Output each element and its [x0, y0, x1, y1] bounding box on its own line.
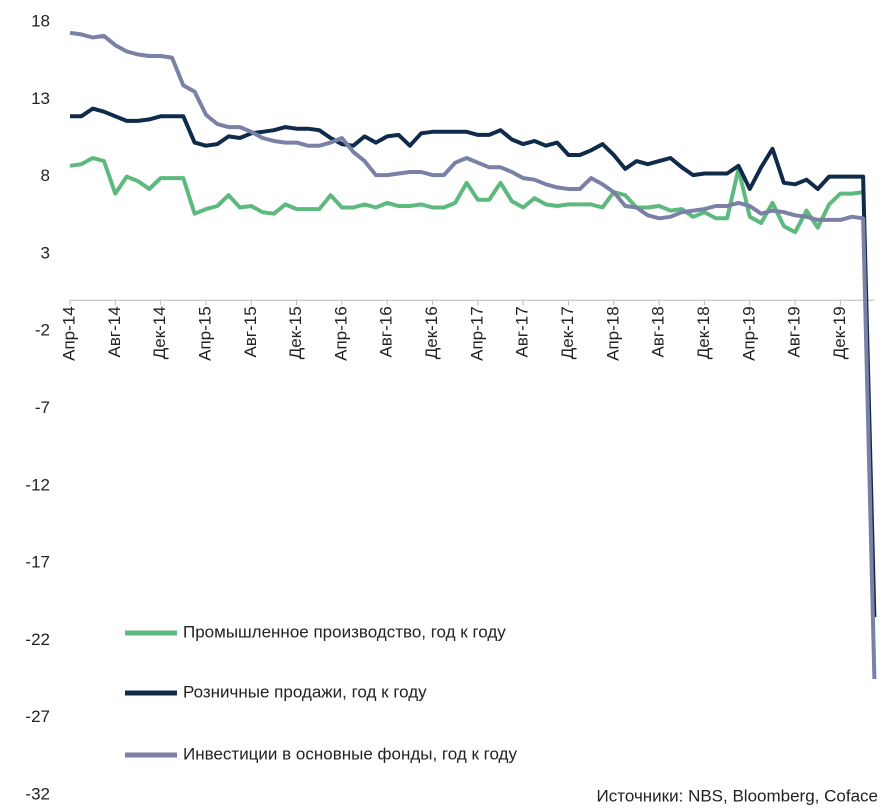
y-tick-label: -27: [25, 707, 50, 726]
y-tick-label: -22: [25, 630, 50, 649]
y-tick-label: -32: [25, 784, 50, 803]
x-tick-label: Дек-17: [558, 306, 577, 359]
series-line: [69, 156, 864, 235]
x-tick-label: Апр-14: [59, 306, 78, 361]
y-tick-label: -12: [25, 475, 50, 494]
y-tick-label: 13: [31, 89, 50, 108]
x-tick-label: Авг-15: [241, 306, 260, 357]
x-tick-label: Дек-19: [830, 306, 849, 359]
x-tick-label: Апр-18: [603, 306, 622, 361]
y-tick-label: -7: [35, 398, 50, 417]
series-line: [69, 30, 877, 680]
x-tick-label: Авг-16: [377, 306, 396, 357]
x-tick-label: Авг-14: [105, 306, 124, 357]
x-tick-label: Дек-14: [150, 306, 169, 359]
x-tick-label: Апр-19: [739, 306, 758, 361]
x-tick-label: Дек-15: [286, 306, 305, 359]
x-tick-label: Авг-17: [513, 306, 532, 357]
y-tick-label: 18: [31, 11, 50, 30]
y-tick-label: 8: [41, 166, 50, 185]
x-tick-label: Авг-18: [649, 306, 668, 357]
x-tick-label: Дек-16: [422, 306, 441, 359]
legend-label: Промышленное производство, год к году: [183, 622, 506, 641]
x-tick-label: Авг-19: [785, 306, 804, 357]
x-tick-label: Дек-18: [694, 306, 713, 359]
legend-label: Инвестиции в основные фонды, год к году: [183, 744, 517, 763]
y-tick-label: 3: [41, 243, 50, 262]
x-tick-label: Апр-15: [195, 306, 214, 361]
legend-label: Розничные продажи, год к году: [183, 682, 427, 701]
source: Источники: NBS, Bloomberg, Coface: [597, 786, 878, 805]
x-tick-label: Апр-16: [331, 306, 350, 361]
y-tick-label: -2: [35, 321, 50, 340]
y-tick-label: -17: [25, 553, 50, 572]
series-line: [70, 106, 877, 618]
x-tick-label: Апр-17: [467, 306, 486, 361]
